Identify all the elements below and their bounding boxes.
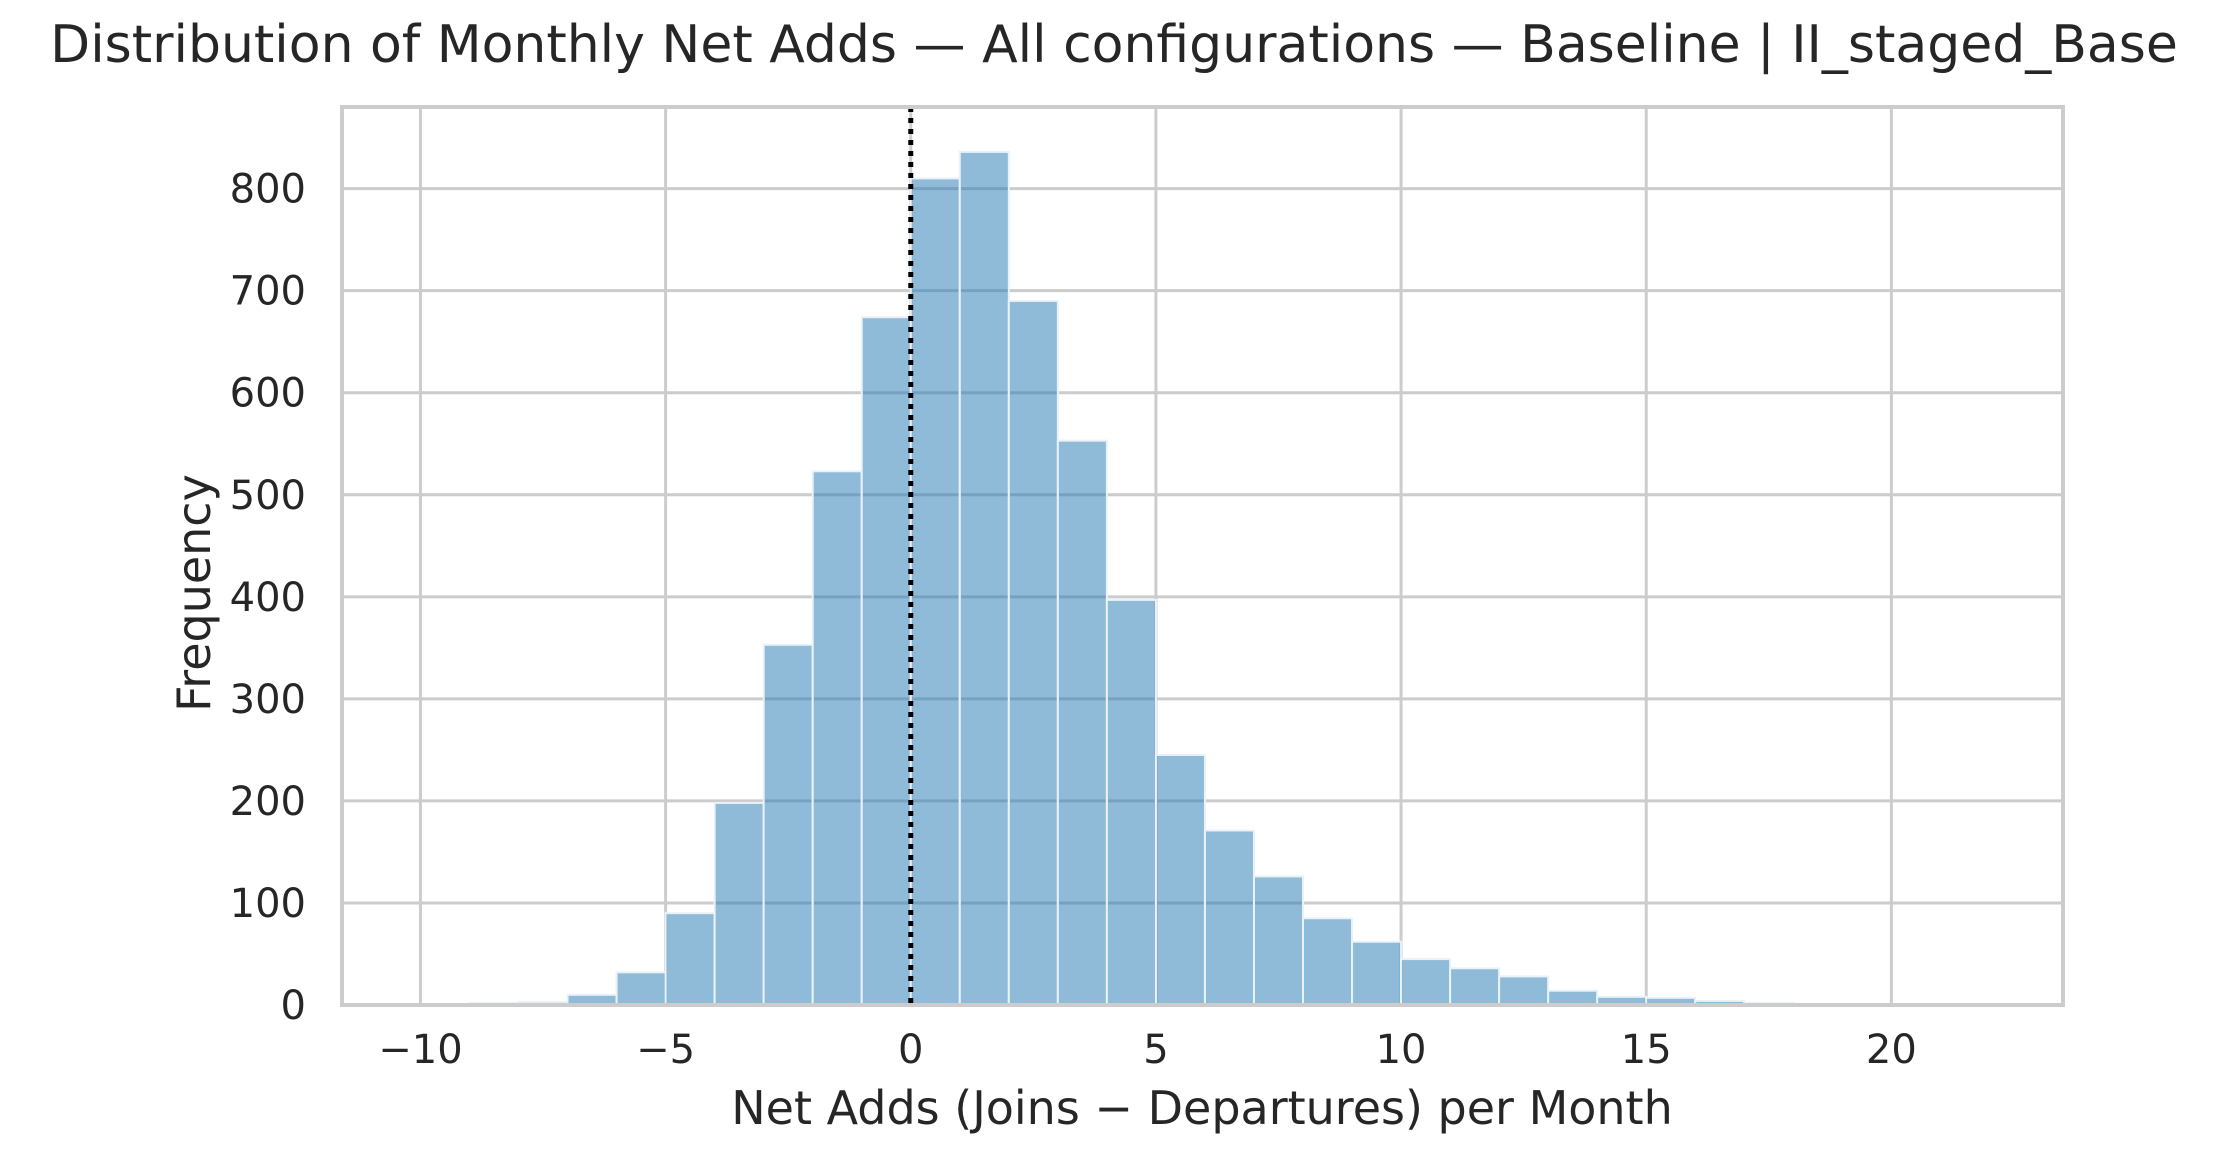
plot-frame xyxy=(340,105,2065,1007)
histogram-bar xyxy=(762,643,814,1006)
histogram-bar xyxy=(1449,967,1501,1006)
y-tick-labels: 0 100 200 300 400 500 600 700 800 xyxy=(230,167,306,1029)
x-tick-label: −10 xyxy=(378,1027,462,1073)
x-tick-label: −5 xyxy=(636,1027,695,1073)
x-tick-label: 0 xyxy=(898,1027,923,1073)
histogram-bar xyxy=(1056,439,1108,1006)
histogram-bar xyxy=(664,912,716,1007)
histogram-bar xyxy=(1351,940,1403,1006)
x-tick-label: 10 xyxy=(1376,1027,1427,1073)
y-tick-label: 800 xyxy=(230,167,306,213)
y-axis-label: Frequency xyxy=(167,474,221,712)
histogram-bars xyxy=(419,150,2040,1007)
histogram-bar xyxy=(909,177,961,1006)
y-tick-label: 600 xyxy=(230,371,306,417)
x-tick-label: 5 xyxy=(1143,1027,1168,1073)
histogram-bar xyxy=(1400,958,1452,1006)
y-tick-label: 400 xyxy=(230,575,306,621)
y-tick-label: 700 xyxy=(230,269,306,315)
histogram-bar xyxy=(713,801,765,1007)
histogram-bar xyxy=(1007,299,1059,1006)
y-tick-label: 500 xyxy=(230,473,306,519)
histogram-bar xyxy=(958,150,1010,1006)
x-tick-labels: −10 −5 0 5 10 15 20 xyxy=(378,1027,1917,1073)
x-axis-label: Net Adds (Joins − Departures) per Month xyxy=(731,1081,1673,1135)
histogram-bar xyxy=(860,316,912,1006)
chart-title: Distribution of Monthly Net Adds — All c… xyxy=(50,15,2178,75)
x-tick-label: 15 xyxy=(1621,1027,1672,1073)
histogram-bar xyxy=(615,971,667,1007)
y-tick-label: 0 xyxy=(281,983,306,1029)
histogram-bar xyxy=(1302,917,1354,1006)
histogram-bar xyxy=(1203,829,1255,1006)
histogram-bar xyxy=(1252,875,1305,1006)
histogram-bar xyxy=(1547,989,1599,1006)
grid-lines xyxy=(342,107,2063,1007)
histogram-bar xyxy=(1105,598,1157,1006)
y-tick-label: 300 xyxy=(230,677,306,723)
x-tick-label: 20 xyxy=(1866,1027,1917,1073)
histogram-bar xyxy=(1498,975,1550,1006)
y-tick-label: 100 xyxy=(230,881,306,927)
histogram-bar xyxy=(1154,753,1206,1007)
y-tick-label: 200 xyxy=(230,779,306,825)
histogram-bar xyxy=(811,470,863,1007)
